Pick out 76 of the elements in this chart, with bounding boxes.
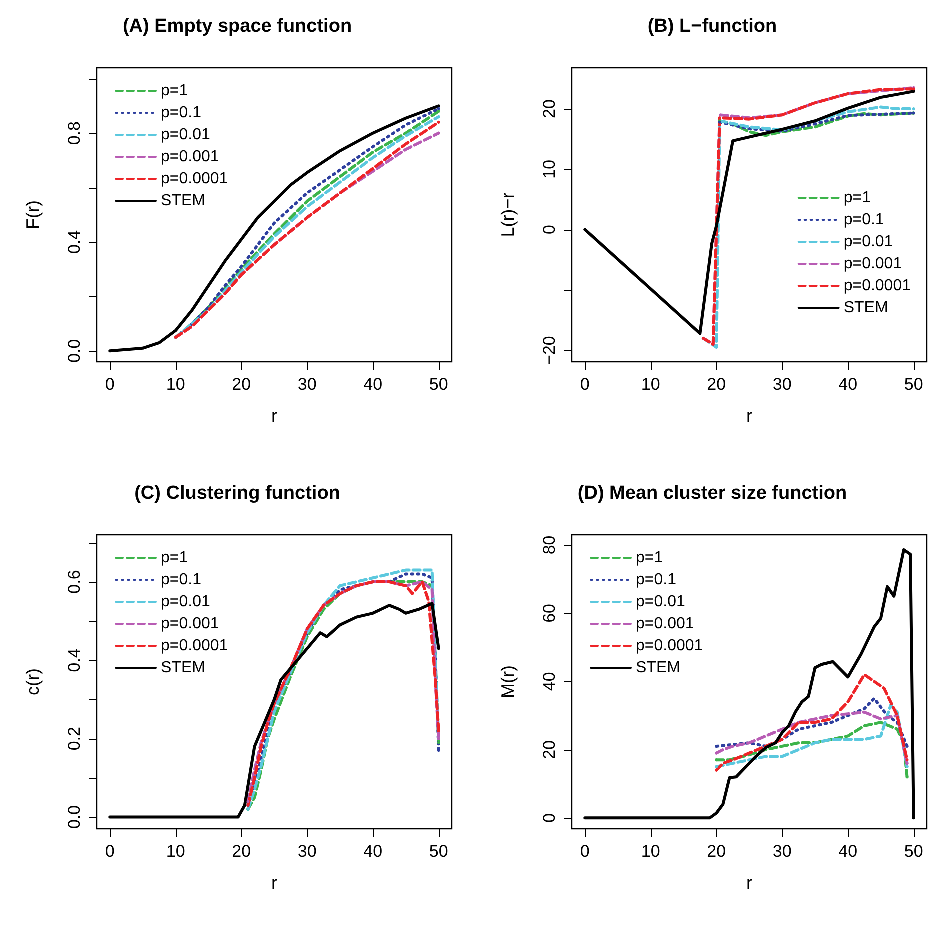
x-axis-title: r <box>746 873 752 893</box>
legend-label: STEM <box>844 300 888 316</box>
x-tick-label: 40 <box>364 375 383 394</box>
y-tick-label: 0.2 <box>65 727 84 751</box>
legend-label: p=0.001 <box>844 256 902 272</box>
y-tick-label: 0.0 <box>65 805 84 830</box>
x-tick-label: 0 <box>580 375 590 394</box>
y-tick-label: 40 <box>540 672 559 692</box>
y-tick-label: 20 <box>540 740 559 760</box>
x-tick-label: 0 <box>580 842 590 861</box>
x-tick-label: 20 <box>232 842 252 861</box>
legend-label: p=0.1 <box>161 104 202 122</box>
legend-label: p=0.01 <box>844 234 894 250</box>
x-tick-label: 30 <box>298 375 317 394</box>
legend-label: p=0.01 <box>636 594 686 610</box>
x-axis-title: r <box>272 406 278 426</box>
y-axis-title: F(r) <box>23 200 43 230</box>
legend-label: STEM <box>161 192 206 210</box>
y-tick-label: 80 <box>540 536 559 555</box>
chart-title: (D) Mean cluster size function <box>578 483 848 504</box>
x-tick-label: 30 <box>772 375 792 394</box>
legend-label: p=0.01 <box>161 126 210 144</box>
x-tick-label: 10 <box>641 375 660 394</box>
legend-label: p=0.001 <box>636 616 694 632</box>
y-tick-label: 0 <box>540 225 559 235</box>
x-tick-label: 30 <box>298 842 317 861</box>
chart-title: (B) L−function <box>648 16 778 37</box>
y-axis-title: c(r) <box>23 668 43 696</box>
x-axis-title: r <box>272 873 278 893</box>
legend-label: p=0.0001 <box>161 170 228 188</box>
x-tick-label: 50 <box>429 842 448 861</box>
legend-label: p=0.001 <box>161 616 220 632</box>
x-tick-label: 10 <box>641 842 660 861</box>
legend-label: p=1 <box>636 550 664 566</box>
x-tick-label: 50 <box>904 842 924 861</box>
x-tick-label: 0 <box>105 375 115 394</box>
legend-label: p=0.01 <box>161 594 210 610</box>
legend-label: p=0.0001 <box>636 638 704 654</box>
legend-label: p=1 <box>844 190 872 206</box>
legend-label: p=0.1 <box>844 212 884 228</box>
x-tick-label: 0 <box>105 842 115 861</box>
y-tick-label: 0.4 <box>65 648 84 672</box>
legend-label: p=0.0001 <box>844 278 912 294</box>
y-tick-label: 60 <box>540 604 559 623</box>
x-tick-label: 50 <box>429 375 448 394</box>
legend-label: p=0.001 <box>161 148 220 166</box>
x-tick-label: 20 <box>232 375 252 394</box>
y-tick-label: −20 <box>540 336 559 365</box>
chart-title: (A) Empty space function <box>122 16 352 37</box>
legend-label: p=0.1 <box>161 572 202 588</box>
legend-label: p=1 <box>161 550 188 566</box>
y-tick-label: 0.6 <box>65 570 84 594</box>
y-axis-title: L(r)−r <box>498 192 518 238</box>
x-tick-label: 10 <box>166 842 186 861</box>
legend-label: STEM <box>636 660 680 676</box>
y-tick-label: 0.8 <box>65 122 84 146</box>
y-axis-title: M(r) <box>498 666 518 698</box>
x-tick-label: 20 <box>707 842 726 861</box>
chart-title: (C) Clustering function <box>134 483 340 504</box>
y-tick-label: 10 <box>540 160 559 179</box>
legend-label: p=0.0001 <box>161 638 228 654</box>
x-tick-label: 40 <box>364 842 383 861</box>
x-tick-label: 50 <box>904 375 924 394</box>
x-tick-label: 40 <box>838 842 858 861</box>
y-tick-label: 0.4 <box>65 230 84 254</box>
x-axis-title: r <box>746 406 752 426</box>
x-tick-label: 40 <box>838 375 858 394</box>
y-tick-label: 20 <box>540 100 559 119</box>
legend-label: p=1 <box>161 82 188 100</box>
y-tick-label: 0.0 <box>65 339 84 363</box>
y-tick-label: 0 <box>540 813 559 823</box>
x-tick-label: 30 <box>772 842 792 861</box>
x-tick-label: 20 <box>707 375 726 394</box>
x-tick-label: 10 <box>166 375 186 394</box>
legend-label: p=0.1 <box>636 572 677 588</box>
legend-label: STEM <box>161 660 206 676</box>
